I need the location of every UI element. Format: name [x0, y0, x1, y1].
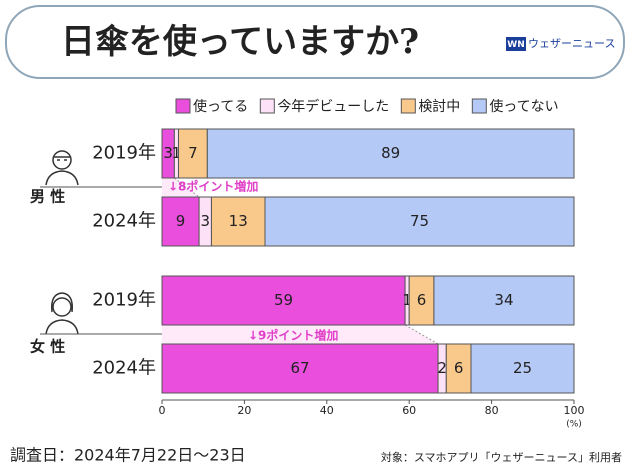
bar-segment	[161, 196, 200, 247]
bar-segment	[161, 343, 439, 394]
footer-left: 調査日：2024年7月22日〜23日	[10, 446, 246, 465]
bar-segment	[161, 275, 406, 326]
value-label: 59	[274, 291, 293, 309]
value-label: 6	[417, 291, 427, 309]
bar-segment	[210, 196, 266, 247]
value-label: 13	[229, 212, 248, 230]
x-tick-label: 40	[320, 404, 334, 417]
group-label: 女 性	[30, 338, 65, 356]
x-tick-label: 0	[159, 404, 166, 417]
x-tick-label: 100	[564, 404, 585, 417]
bar-segment	[264, 196, 575, 247]
bar-segment	[206, 128, 575, 179]
male-icon	[45, 150, 79, 186]
value-label: 3	[163, 144, 173, 162]
legend-label: 今年デビューした	[277, 98, 389, 115]
bar-segment	[408, 275, 435, 326]
legend-label: 検討中	[418, 99, 460, 115]
y-tick-label: 2024年	[92, 358, 156, 379]
x-tick-label: 20	[237, 404, 251, 417]
bar-segment	[433, 275, 575, 326]
logo-text: ウェザーニュース	[528, 37, 615, 50]
bar-segment	[177, 128, 208, 179]
x-tick-label: 60	[402, 404, 416, 417]
value-label: 6	[454, 359, 464, 377]
legend-label: 使ってる	[193, 98, 248, 115]
legend-swatch	[471, 98, 487, 114]
bar-segment	[470, 343, 575, 394]
value-label: 1	[402, 291, 412, 309]
legend-swatch	[259, 98, 275, 114]
value-label: 3	[200, 212, 210, 230]
value-label: 7	[188, 144, 198, 162]
value-label: 1	[172, 144, 182, 162]
logo-box	[506, 37, 526, 51]
legend-swatch	[175, 98, 191, 114]
logo-mark: WN	[507, 40, 524, 50]
legend-swatch	[400, 98, 416, 114]
change-band	[162, 178, 200, 197]
value-label: 67	[290, 359, 309, 377]
footer-right: 対象：スマホアプリ「ウェザーニュース」利用者	[381, 450, 622, 464]
y-tick-label: 2019年	[92, 290, 156, 311]
annotation: ↓9ポイント増加	[248, 328, 338, 343]
legend-label: 使ってない	[489, 98, 558, 115]
value-label: 2	[437, 359, 447, 377]
chart-title: 日傘を使っていますか?	[61, 22, 419, 62]
value-label: 75	[410, 212, 429, 230]
value-label: 34	[494, 291, 513, 309]
female-icon	[45, 292, 79, 335]
change-band	[162, 325, 439, 344]
x-tick-label: 80	[485, 404, 499, 417]
title-box	[5, 5, 625, 79]
y-tick-label: 2019年	[92, 143, 156, 164]
change-line	[174, 177, 200, 198]
y-tick-label: 2024年	[92, 211, 156, 232]
value-label: 25	[513, 359, 532, 377]
x-unit: (%)	[566, 420, 582, 430]
value-label: 89	[381, 144, 400, 162]
annotation: ↓8ポイント増加	[168, 179, 258, 194]
group-label: 男 性	[30, 188, 65, 206]
value-label: 9	[176, 212, 186, 230]
